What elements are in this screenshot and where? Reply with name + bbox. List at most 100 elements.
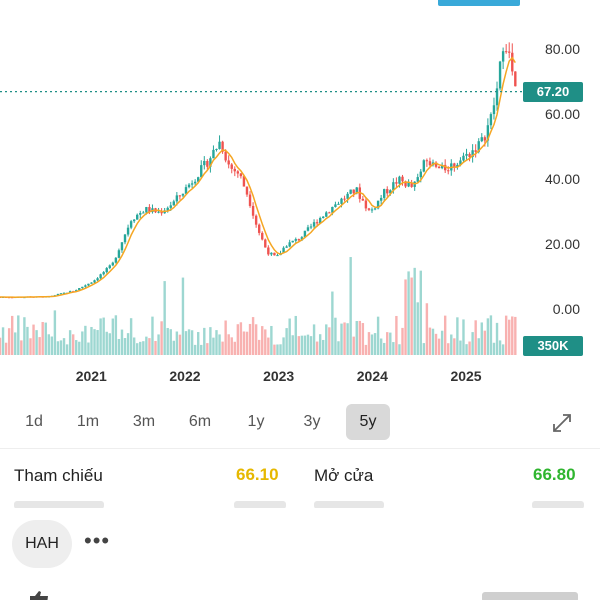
volume-bar (410, 277, 413, 355)
candle-body (465, 153, 468, 156)
volume-bar (4, 342, 8, 355)
volume-bar (264, 329, 267, 355)
volume-bar (38, 337, 41, 355)
volume-bar (44, 322, 47, 355)
candle-body (172, 201, 176, 206)
volume-bar (382, 342, 386, 355)
volume-bar (514, 316, 517, 355)
volume-bar (218, 334, 221, 355)
candle-body (410, 182, 413, 187)
expand-icon[interactable] (551, 412, 573, 434)
volume-bar (495, 322, 499, 355)
candle-body (215, 148, 218, 150)
volume-bar (227, 334, 230, 355)
volume-bar (361, 323, 365, 355)
candle-body (468, 153, 471, 157)
volume-bar (99, 318, 102, 355)
reference-value: 66.10 (236, 465, 279, 484)
volume-bar (511, 316, 514, 355)
candle-body (126, 227, 130, 235)
volume-bar (331, 291, 334, 355)
volume-bar (334, 317, 337, 355)
volume-bar (160, 321, 163, 355)
y-tick-label: 0.00 (552, 301, 580, 317)
candle-body (239, 173, 243, 177)
candle-body (297, 239, 301, 241)
more-icon[interactable]: ••• (84, 528, 111, 553)
volume-bar (132, 337, 136, 355)
volume-bar (337, 341, 340, 355)
top-chip[interactable] (438, 0, 520, 6)
volume-bar (465, 344, 468, 355)
timeframe-6m[interactable]: 6m (188, 413, 212, 430)
candle-body (267, 247, 270, 255)
open-value: 66.80 (533, 465, 576, 484)
volume-bar (349, 257, 352, 355)
volume-bar (230, 337, 233, 355)
volume-bar (489, 315, 493, 355)
candle-body (224, 151, 227, 161)
candle-body (303, 230, 307, 238)
timeframe-1d[interactable]: 1d (25, 413, 43, 430)
candle-body (56, 294, 60, 296)
like-icon[interactable] (26, 590, 54, 600)
volume-bar (498, 340, 502, 355)
candle-body (492, 105, 496, 115)
volume-bar (139, 341, 142, 355)
candle-body (282, 247, 285, 254)
candle-body (68, 291, 72, 293)
candle-body (261, 232, 264, 240)
timeframe-1y[interactable]: 1y (247, 413, 265, 430)
volume-bar (376, 316, 380, 355)
volume-bar (261, 326, 264, 355)
candle-body (401, 176, 404, 182)
candle-body (136, 214, 139, 220)
candle-body (315, 222, 319, 224)
volume-bar (175, 331, 179, 355)
timeframe-3y[interactable]: 3y (303, 413, 321, 430)
volume-bar (294, 315, 297, 355)
price-chart[interactable]: 80.00 60.00 40.00 20.00 0.00 2021 2022 2023 202… (0, 10, 600, 400)
candle-body (157, 211, 160, 213)
volume-bar (328, 327, 331, 355)
volume-bar (437, 338, 441, 355)
candle-body (139, 212, 142, 215)
volume-bar (87, 342, 90, 355)
ticker-row: HAH ••• (0, 510, 600, 580)
volume-bar (288, 318, 291, 355)
candle-body (364, 200, 368, 209)
candle-body (209, 158, 212, 167)
candle-body (322, 216, 325, 218)
volume-bar (306, 334, 310, 355)
candle-body (489, 114, 493, 126)
timeframe-1m[interactable]: 1m (76, 413, 100, 430)
candle-body (419, 171, 422, 178)
volume-bar (123, 338, 127, 355)
moving-average-line (0, 56, 516, 298)
volume-bar (0, 337, 2, 355)
volume-bar (447, 343, 450, 355)
candle-body (230, 164, 233, 169)
timeframe-3m[interactable]: 3m (132, 413, 156, 430)
candle-body (59, 293, 63, 295)
volume-bar (75, 340, 78, 355)
candle-body (309, 226, 313, 228)
candle-body (93, 280, 96, 283)
volume-bar (114, 315, 118, 355)
volume-bar (169, 329, 172, 355)
volume-bar (416, 302, 419, 355)
candle-body (425, 160, 429, 162)
ticker-chip[interactable]: HAH (12, 520, 72, 568)
volume-bar (196, 332, 200, 355)
chart-svg (0, 42, 522, 355)
volume-bar (224, 320, 227, 355)
volume-bar (47, 334, 50, 355)
volume-bar (65, 344, 69, 355)
candle-body (407, 182, 410, 187)
volume-bar (93, 329, 96, 355)
volume-bar (346, 323, 349, 355)
timeframe-5y[interactable]: 5y (346, 404, 390, 440)
candle-body (504, 51, 508, 53)
candle-body (453, 163, 456, 167)
candle-body (288, 242, 291, 247)
